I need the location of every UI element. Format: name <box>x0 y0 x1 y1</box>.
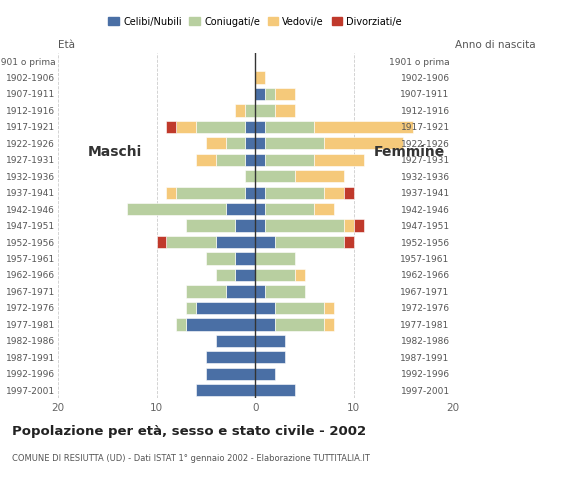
Bar <box>255 187 265 199</box>
Bar <box>196 302 255 314</box>
Bar <box>206 368 255 380</box>
Text: Maschi: Maschi <box>88 144 142 158</box>
Legend: Celibi/Nubili, Coniugati/e, Vedovi/e, Divorziati/e: Celibi/Nubili, Coniugati/e, Vedovi/e, Di… <box>104 13 406 31</box>
Bar <box>324 137 403 149</box>
Bar <box>157 236 166 248</box>
Bar <box>255 137 265 149</box>
Bar <box>255 351 285 363</box>
Bar <box>314 154 364 166</box>
Bar <box>255 302 275 314</box>
Bar <box>344 219 354 232</box>
Bar <box>275 88 295 100</box>
Bar <box>206 137 226 149</box>
Bar <box>226 137 245 149</box>
Text: Femmine: Femmine <box>374 144 445 158</box>
Bar <box>255 104 275 117</box>
Bar <box>255 384 295 396</box>
Bar <box>255 236 275 248</box>
Bar <box>354 219 364 232</box>
Bar <box>245 120 255 133</box>
Bar <box>255 170 295 182</box>
Bar <box>166 120 176 133</box>
Bar <box>255 285 265 298</box>
Bar <box>324 302 334 314</box>
Bar <box>176 187 245 199</box>
Bar <box>245 104 255 117</box>
Bar <box>196 154 216 166</box>
Bar <box>226 203 255 216</box>
Bar <box>235 104 245 117</box>
Bar <box>265 137 324 149</box>
Bar <box>255 219 265 232</box>
Bar <box>245 187 255 199</box>
Text: Età: Età <box>58 39 75 49</box>
Bar <box>275 104 295 117</box>
Bar <box>275 302 324 314</box>
Bar <box>196 120 245 133</box>
Bar <box>186 285 226 298</box>
Bar <box>265 219 344 232</box>
Bar <box>275 318 324 331</box>
Bar <box>265 120 314 133</box>
Bar <box>255 154 265 166</box>
Bar <box>255 269 295 281</box>
Bar <box>265 88 275 100</box>
Bar <box>255 335 285 347</box>
Bar <box>245 154 255 166</box>
Bar <box>255 368 275 380</box>
Bar <box>344 236 354 248</box>
Bar <box>295 170 344 182</box>
Bar <box>265 154 314 166</box>
Bar <box>255 72 265 84</box>
Bar <box>235 219 255 232</box>
Bar <box>255 203 265 216</box>
Bar <box>255 318 275 331</box>
Bar <box>206 351 255 363</box>
Bar <box>275 236 344 248</box>
Bar <box>176 318 186 331</box>
Bar <box>344 187 354 199</box>
Text: Anno di nascita: Anno di nascita <box>455 40 536 50</box>
Bar <box>186 219 235 232</box>
Bar <box>166 236 216 248</box>
Bar <box>314 203 334 216</box>
Bar <box>324 187 344 199</box>
Bar <box>255 252 295 264</box>
Text: Popolazione per età, sesso e stato civile - 2002: Popolazione per età, sesso e stato civil… <box>12 425 366 438</box>
Bar <box>295 269 304 281</box>
Bar <box>324 318 334 331</box>
Bar <box>216 236 255 248</box>
Bar <box>166 187 176 199</box>
Bar <box>265 285 304 298</box>
Bar <box>255 120 265 133</box>
Bar <box>265 187 324 199</box>
Bar <box>127 203 226 216</box>
Bar <box>245 137 255 149</box>
Bar <box>226 285 255 298</box>
Bar <box>235 269 255 281</box>
Bar <box>196 384 255 396</box>
Bar <box>186 318 255 331</box>
Bar <box>216 335 255 347</box>
Bar <box>255 88 265 100</box>
Bar <box>265 203 314 216</box>
Bar <box>176 120 196 133</box>
Bar <box>216 154 245 166</box>
Bar <box>216 269 235 281</box>
Bar <box>314 120 413 133</box>
Bar <box>235 252 255 264</box>
Bar <box>186 302 196 314</box>
Text: COMUNE DI RESIUTTA (UD) - Dati ISTAT 1° gennaio 2002 - Elaborazione TUTTITALIA.I: COMUNE DI RESIUTTA (UD) - Dati ISTAT 1° … <box>12 454 369 463</box>
Bar <box>245 170 255 182</box>
Bar <box>206 252 235 264</box>
